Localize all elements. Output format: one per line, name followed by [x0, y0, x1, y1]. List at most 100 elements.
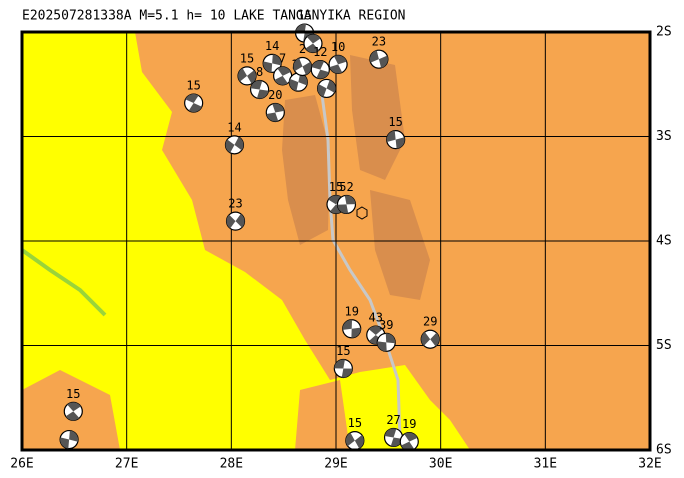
compression-quadrant [289, 78, 299, 91]
depth-label: 19 [344, 304, 358, 318]
compression-quadrant [334, 359, 345, 369]
compression-quadrant [238, 68, 248, 82]
focal-mechanism [225, 211, 246, 231]
compression-quadrant [328, 195, 342, 205]
focal-mechanism [184, 93, 204, 113]
focal-mechanism [336, 194, 357, 215]
depth-label: 2 [299, 42, 306, 56]
events: 1514158719212102315201415155223194339291… [59, 9, 440, 452]
compression-quadrant [266, 112, 279, 122]
depth-label: 14 [265, 39, 279, 53]
depth-label: 39 [379, 318, 393, 332]
lowland-strip [20, 248, 107, 317]
frame [20, 30, 652, 452]
compression-quadrant [277, 66, 291, 76]
compression-quadrant [384, 428, 397, 438]
compression-quadrant [226, 214, 236, 229]
focal-mechanism [265, 102, 285, 123]
compression-quadrant [334, 55, 347, 65]
depth-label: 10 [331, 40, 345, 54]
depth-label: 15 [297, 9, 311, 23]
compression-quadrant [341, 368, 353, 378]
focal-mechanism [292, 56, 313, 77]
compression-quadrant [263, 61, 273, 73]
focal-mechanism [273, 66, 293, 86]
lat-label: 3S [656, 129, 672, 144]
compression-quadrant [293, 58, 303, 72]
depth-label: 15 [240, 51, 254, 65]
lon-label: 32E [638, 457, 661, 472]
lat-label: 6S [656, 443, 672, 458]
lon-label: 30E [429, 457, 452, 472]
focal-mechanism [262, 53, 282, 73]
compression-quadrant [344, 195, 356, 205]
depth-label: 12 [313, 45, 327, 59]
compression-quadrant [401, 441, 415, 451]
compression-quadrant [60, 437, 70, 449]
focal-mechanism [59, 429, 79, 450]
compression-quadrant [306, 34, 321, 44]
compression-quadrant [337, 204, 349, 214]
lon-label: 31E [534, 457, 557, 472]
compression-quadrant [67, 402, 81, 412]
ridge [282, 95, 330, 245]
compression-quadrant [404, 432, 418, 442]
epicenter [356, 206, 368, 220]
map-title: E202507281338A M=5.1 h= 10 LAKE TANGANYI… [22, 9, 406, 24]
focal-mechanism [316, 78, 337, 99]
compression-quadrant [386, 130, 396, 142]
depth-label: 29 [423, 315, 437, 329]
compression-quadrant [234, 136, 244, 151]
ridge [370, 190, 430, 300]
focal-mechanism [328, 54, 348, 74]
depth-label: 14 [227, 120, 241, 134]
compression-quadrant [256, 89, 269, 99]
compression-quadrant [69, 430, 79, 442]
compression-quadrant [250, 80, 263, 90]
lake-outline [320, 94, 402, 441]
focal-mechanism [376, 332, 396, 352]
lat-label: 5S [656, 338, 672, 353]
lon-label: 26E [10, 457, 33, 472]
lon-label: 27E [115, 457, 138, 472]
focal-mechanism [420, 329, 440, 349]
compression-quadrant [421, 332, 431, 346]
compression-quadrant [368, 326, 383, 336]
compression-quadrant [65, 411, 80, 421]
compression-quadrant [305, 43, 320, 53]
compression-quadrant [188, 103, 202, 113]
compression-quadrant [317, 84, 327, 97]
compression-quadrant [272, 54, 282, 66]
axis-labels: 26E 27E 28E 29E 30E 31E 32E 2S 3S 4S 5S 6S [10, 25, 671, 472]
focal-mechanism [399, 432, 419, 452]
compression-quadrant [345, 432, 355, 447]
focal-mechanism [345, 430, 365, 451]
focal-mechanism [383, 427, 404, 448]
depth-label: 43 [369, 311, 383, 325]
compression-quadrant [369, 50, 379, 63]
lat-label: 2S [656, 25, 672, 40]
compression-quadrant [326, 79, 336, 93]
depth-label: 15 [348, 416, 362, 430]
compression-quadrant [329, 64, 343, 74]
depth-label: 8 [256, 65, 263, 79]
compression-quadrant [354, 435, 364, 449]
compression-quadrant [225, 139, 235, 153]
compression-quadrant [385, 333, 396, 344]
compression-quadrant [390, 437, 403, 447]
depth-label: 27 [386, 413, 400, 427]
compression-quadrant [395, 137, 405, 149]
focal-mechanism [333, 358, 353, 379]
compression-quadrant [316, 69, 329, 79]
focal-mechanism [342, 319, 362, 339]
depth-label: 23 [228, 197, 242, 211]
focal-mechanism [288, 72, 308, 92]
compression-quadrant [311, 60, 325, 70]
focal-mechanism [224, 135, 245, 155]
depth-label: 20 [268, 88, 282, 102]
depth-label: 15 [336, 344, 350, 358]
ridge [350, 55, 405, 180]
compression-quadrant [430, 332, 440, 347]
compression-quadrant [342, 319, 353, 330]
focal-mechanism [249, 79, 270, 100]
